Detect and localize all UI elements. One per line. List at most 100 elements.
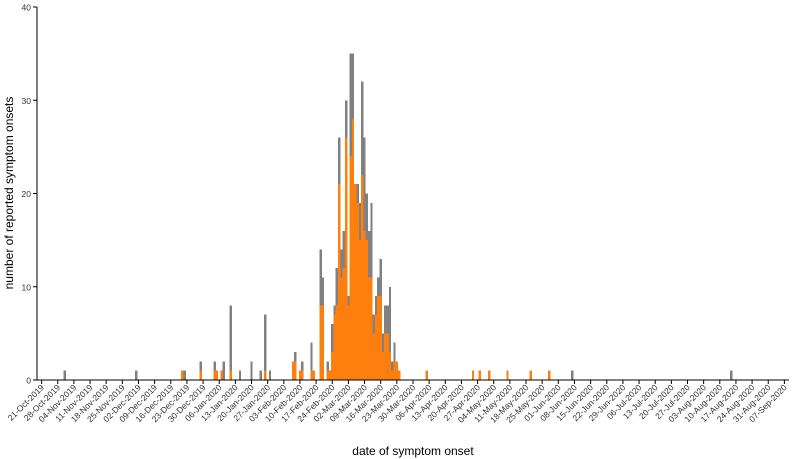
bar-segment-orange <box>478 370 482 380</box>
bar-segment-gray <box>338 137 341 185</box>
bar-segment-gray <box>374 296 378 315</box>
bar-segment-orange <box>229 370 232 380</box>
bar-segment-orange <box>335 305 339 380</box>
y-tick-label: 40 <box>22 3 32 13</box>
bar-segment-orange <box>331 352 334 380</box>
bar-segment-gray <box>294 352 297 362</box>
bar-segment-gray <box>391 361 394 371</box>
bar-segment-orange <box>398 370 401 380</box>
bar-segment-gray <box>730 370 733 380</box>
bar-segment-gray <box>340 249 343 278</box>
bar-segment-orange <box>361 174 364 380</box>
bar-segment-orange <box>356 202 359 380</box>
bar-segment-gray <box>135 370 138 380</box>
bar-segment-orange <box>363 230 366 380</box>
bar-segment-gray <box>372 314 375 334</box>
bar-segment-orange <box>291 361 295 380</box>
bar-segment-orange <box>328 370 332 380</box>
bar-segment-orange <box>425 370 428 380</box>
bar-segment-orange <box>354 184 357 380</box>
bar-segment-orange <box>301 370 304 380</box>
bar-segment-orange <box>388 352 392 380</box>
bar-segment-gray <box>386 305 389 334</box>
bar-segment-gray <box>351 53 355 119</box>
bar-segment-orange <box>368 277 371 380</box>
y-axis-ticks: 0 10 20 30 40 <box>22 3 37 386</box>
x-axis-ticks: 21-Oct-201928-Oct-201904-Nov-201911-Nov-… <box>6 380 789 425</box>
bar-segment-gray <box>342 230 345 269</box>
bar-segment-gray <box>393 342 396 362</box>
bar-segment-gray <box>349 53 352 157</box>
bar-segment-gray <box>368 230 371 278</box>
bar-segment-orange <box>344 137 348 380</box>
bar-segment-gray <box>321 277 325 306</box>
bar-segment-orange <box>347 305 350 380</box>
bar-segment-orange <box>487 370 491 380</box>
x-axis-title: date of symptom onset <box>352 444 474 458</box>
bar-segment-gray <box>264 314 267 371</box>
bar-segment-orange <box>319 305 322 380</box>
bar-segment-gray <box>381 333 385 353</box>
bar-segment-orange <box>349 156 352 380</box>
bar-segment-orange <box>338 184 341 380</box>
bar-segment-gray <box>259 370 262 380</box>
bar-segment-gray <box>356 184 359 203</box>
bar-segment-gray <box>331 324 334 353</box>
bar-segment-orange <box>395 361 399 380</box>
bar-segment-orange <box>220 370 223 380</box>
bar-segment-gray <box>238 370 242 380</box>
bar-segment-gray <box>301 361 304 371</box>
bar-segment-gray <box>63 370 66 380</box>
bar-segment-gray <box>370 202 373 278</box>
bar-segment-orange <box>365 240 369 380</box>
y-tick-label: 0 <box>26 376 31 386</box>
bar-segment-gray <box>326 361 329 371</box>
bar-segment-orange <box>506 370 509 380</box>
bar-segment-gray <box>571 370 574 380</box>
bar-segment-gray <box>377 277 380 297</box>
bar-segment-orange <box>374 314 378 380</box>
bar-segment-gray <box>361 81 364 175</box>
bar-segment-orange <box>384 333 387 380</box>
bar-segment-gray <box>183 370 186 380</box>
bar-segment-gray <box>365 193 369 241</box>
y-tick-label: 10 <box>22 282 32 292</box>
bar-segment-orange <box>529 370 532 380</box>
bar-segment-orange <box>377 296 380 380</box>
bar-segment-gray <box>333 305 336 315</box>
bar-segment-gray <box>250 361 253 380</box>
bar-segment-orange <box>298 370 302 380</box>
bar-segment-gray <box>319 249 322 306</box>
bar-segment-orange <box>340 277 343 380</box>
bar-segment-orange <box>358 240 362 380</box>
bar-segment-gray <box>363 137 366 231</box>
bar-segment-gray <box>199 361 202 371</box>
bar-segment-orange <box>312 370 315 380</box>
bar-segment-orange <box>351 118 355 381</box>
bar-segment-gray <box>335 268 339 306</box>
bar-segment-gray <box>229 305 232 371</box>
bar-segment-gray <box>388 286 392 353</box>
y-axis-title: number of reported symptom onsets <box>2 97 16 290</box>
bar-segment-gray <box>222 361 225 380</box>
bar-segment-orange <box>321 305 325 380</box>
y-tick-label: 20 <box>22 189 32 199</box>
bar-segment-gray <box>268 370 272 380</box>
bar-segment-orange <box>381 352 385 380</box>
bar-segment-gray <box>384 305 387 334</box>
bar-segment-orange <box>471 370 475 380</box>
bar-segment-orange <box>393 361 396 380</box>
bar-segment-orange <box>547 370 551 380</box>
bar-segment-orange <box>294 361 297 380</box>
bar-segment-gray <box>344 100 348 138</box>
bar-segment-orange <box>379 296 382 380</box>
bar-segment-gray <box>310 342 313 371</box>
bar-segment-orange <box>215 370 219 380</box>
bar-segment-orange <box>333 314 336 380</box>
bar-segment-orange <box>199 370 202 380</box>
bar-segment-orange <box>326 370 329 380</box>
bar-segment-gray <box>358 202 362 241</box>
bar-segment-orange <box>213 370 216 380</box>
bar-segment-orange <box>342 268 345 380</box>
